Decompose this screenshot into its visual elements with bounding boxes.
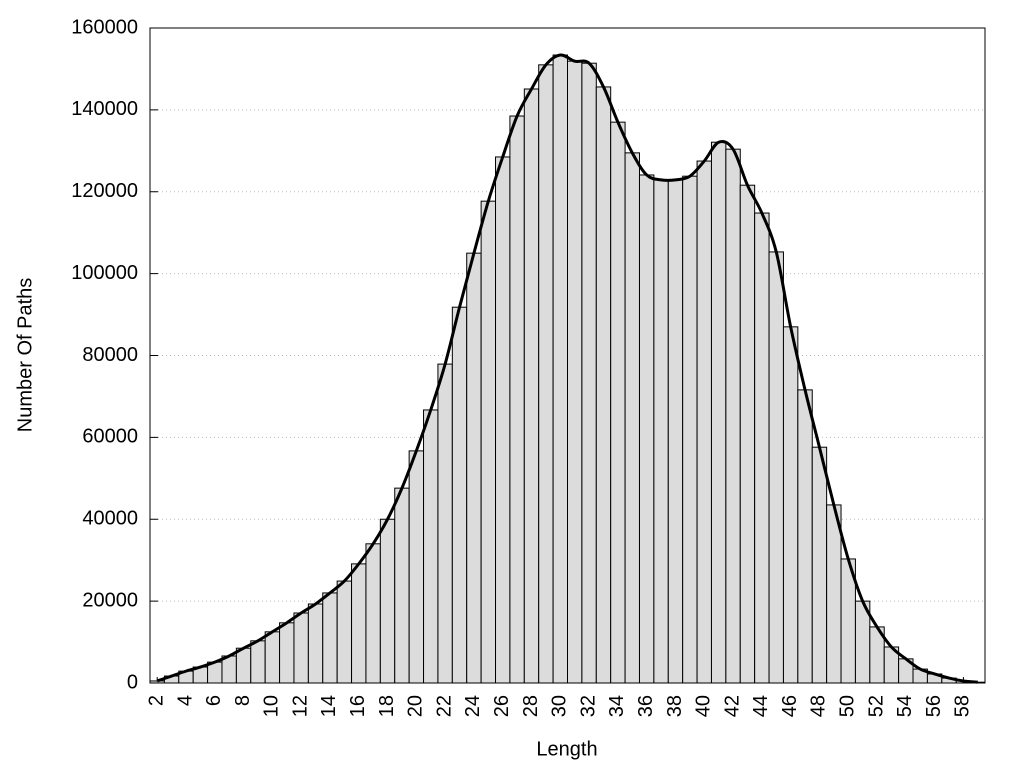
x-tick-label: 36 [635, 695, 657, 717]
bar [653, 179, 669, 684]
bar [610, 121, 626, 684]
x-tick-label: 10 [261, 695, 283, 717]
bar [797, 389, 813, 684]
bar [768, 251, 784, 684]
y-tick-label: 40000 [82, 508, 138, 530]
x-tick-label: 34 [606, 695, 628, 717]
x-tick-label: 26 [491, 695, 513, 717]
bar [423, 409, 439, 684]
bar [336, 580, 353, 684]
bar [235, 647, 252, 684]
bar [710, 141, 727, 684]
bar [480, 200, 497, 684]
bar [595, 86, 612, 684]
y-tick-label: 120000 [71, 180, 138, 202]
x-tick-label: 14 [318, 695, 340, 717]
bar [365, 543, 381, 684]
bar [279, 622, 295, 684]
bar [293, 612, 309, 684]
x-tick-label: 32 [577, 695, 599, 717]
x-tick-label: 20 [405, 695, 427, 717]
bar [322, 592, 338, 684]
bar [811, 446, 828, 684]
bar [826, 504, 842, 684]
x-tick-label: 54 [894, 695, 916, 717]
bar [667, 179, 684, 684]
bar [221, 655, 237, 684]
bar [264, 631, 281, 684]
y-tick-label: 20000 [82, 589, 138, 611]
y-tick-label: 60000 [82, 426, 138, 448]
x-tick-label: 56 [923, 695, 945, 717]
x-tick-label: 22 [433, 695, 455, 717]
x-tick-label: 2 [145, 695, 167, 706]
bar [451, 306, 468, 684]
y-tick-label: 100000 [71, 262, 138, 284]
bar [509, 115, 525, 684]
bar [538, 64, 554, 684]
bar [437, 363, 453, 684]
x-tick-label: 40 [693, 695, 715, 717]
plot-frame [149, 27, 986, 684]
trend-line [156, 53, 978, 684]
y-tick-label: 80000 [82, 344, 138, 366]
bar [782, 326, 799, 684]
x-tick-label: 4 [174, 695, 196, 706]
bar [567, 60, 583, 684]
bar [696, 160, 712, 684]
y-axis-label: Number Of Paths [14, 278, 36, 433]
y-tick-label: 140000 [71, 98, 138, 120]
bar [307, 603, 324, 684]
bar [682, 175, 698, 684]
x-tick-label: 52 [865, 695, 887, 717]
bar [725, 148, 741, 684]
bar [394, 487, 410, 684]
x-tick-label: 48 [808, 695, 830, 717]
x-tick-label: 30 [549, 695, 571, 717]
bar [523, 88, 540, 684]
x-tick-label: 46 [779, 695, 801, 717]
x-tick-label: 8 [232, 695, 254, 706]
x-tick-label: 18 [376, 695, 398, 717]
x-axis-label: Length [536, 738, 597, 760]
bar [739, 184, 756, 684]
x-tick-label: 6 [203, 695, 225, 706]
bar [754, 212, 770, 684]
bar [408, 450, 425, 684]
x-tick-label: 16 [347, 695, 369, 717]
bar [495, 156, 511, 684]
bar [379, 518, 396, 684]
bar [466, 252, 482, 684]
bar [552, 54, 569, 684]
x-tick-label: 24 [462, 695, 484, 717]
y-tick-label: 0 [127, 671, 138, 693]
x-tick-label: 58 [952, 695, 974, 717]
x-tick-label: 50 [837, 695, 859, 717]
y-tick-label: 160000 [71, 16, 138, 38]
x-tick-label: 44 [750, 695, 772, 717]
x-tick-label: 12 [289, 695, 311, 717]
x-tick-label: 28 [520, 695, 542, 717]
bar [250, 640, 266, 684]
bar [581, 62, 597, 684]
bar [638, 174, 655, 684]
x-tick-label: 42 [721, 695, 743, 717]
bar [351, 563, 367, 684]
bar [624, 152, 640, 684]
x-tick-label: 38 [664, 695, 686, 717]
